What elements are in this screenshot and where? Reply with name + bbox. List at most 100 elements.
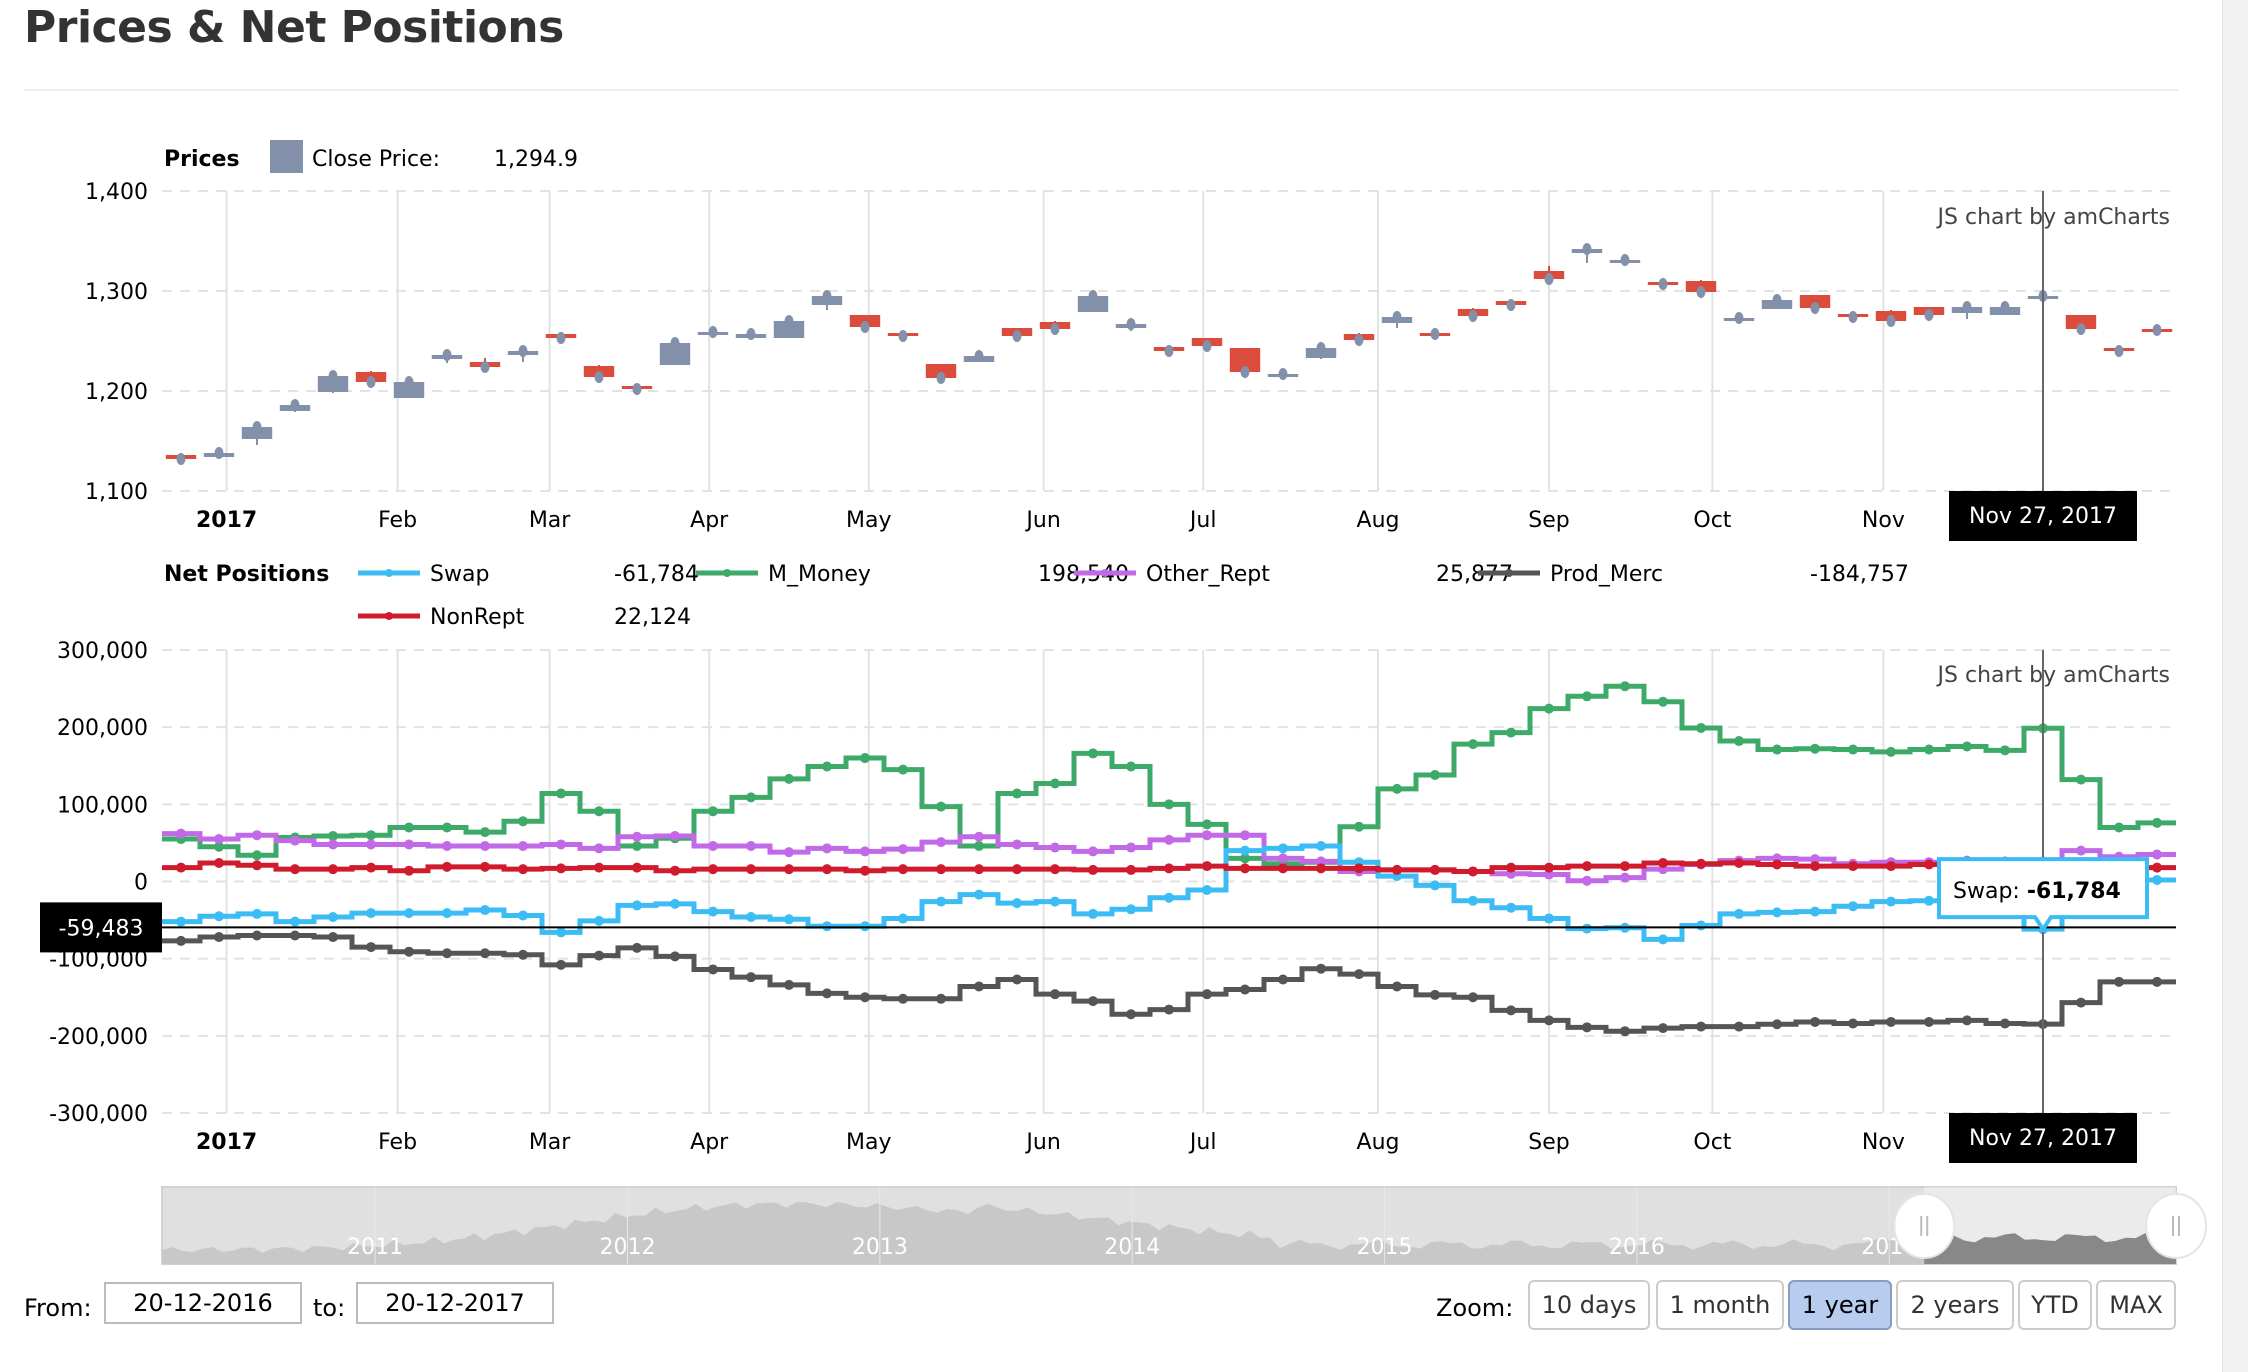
net-y-tick-label: 100,000 (57, 793, 148, 818)
price-candle (1077, 290, 1109, 312)
price-candle (1153, 345, 1185, 357)
price-candle (1913, 307, 1945, 321)
close-point (1012, 330, 1022, 342)
close-point (328, 370, 338, 382)
to-date-input[interactable] (356, 1282, 554, 1324)
series-point (252, 860, 262, 871)
series-point (290, 835, 300, 846)
zoom-1-year-button[interactable]: 1 year (1788, 1280, 1892, 1330)
price-candle (811, 290, 843, 310)
series-point (1012, 864, 1022, 875)
legend-item-other-rept[interactable]: Other_Rept 25,877 (1074, 562, 1513, 587)
legend-marker-dot (385, 569, 393, 577)
legend-item-m-money[interactable]: M_Money198,540 (696, 562, 1129, 587)
series-step-line (162, 843, 2176, 942)
series-point (784, 914, 794, 925)
net-x-tick-label: Feb (378, 1130, 417, 1155)
navigator-left-handle[interactable] (1893, 1193, 1956, 1259)
amcharts-credit-net[interactable]: JS chart by amCharts (1936, 663, 2170, 688)
series-point (366, 908, 376, 919)
net-y-tick-label: 200,000 (57, 716, 148, 741)
zoom-2-years-button[interactable]: 2 years (1896, 1280, 2014, 1330)
price-candle (469, 358, 501, 373)
net-x-tick-label: Mar (529, 1130, 571, 1155)
series-point (2114, 976, 2124, 987)
net-x-tick-label: Nov (1862, 1130, 1905, 1155)
to-label: to: (313, 1294, 346, 1322)
close-point (860, 321, 870, 333)
series-other-rept (162, 828, 2176, 886)
scrollbar-navigator[interactable]: 2011 2012 2013 2014 2015 2016 2017 (161, 1186, 2207, 1265)
price-candle (1571, 243, 1603, 263)
series-point (1468, 895, 1478, 906)
candle-body (317, 376, 349, 392)
price-candle (1001, 328, 1033, 342)
series-point (1126, 761, 1136, 772)
series-point (1962, 741, 1972, 752)
handle-grip-icon[interactable] (1893, 1193, 1956, 1259)
price-candle (507, 345, 539, 362)
zoom-10-days-button[interactable]: 10 days (1528, 1280, 1650, 1330)
price-candles (165, 243, 2173, 465)
price-candle (165, 453, 197, 465)
navigator-right-handle[interactable] (2145, 1193, 2207, 1259)
series-point (974, 981, 984, 992)
close-point (1962, 301, 1972, 313)
series-point (328, 911, 338, 922)
series-point (594, 862, 604, 873)
series-point (1126, 864, 1136, 875)
series-point (1620, 872, 1630, 883)
series-point (480, 948, 490, 959)
series-point (898, 864, 908, 875)
legend-item-swap[interactable]: Swap -61,784 (358, 562, 699, 587)
close-price-legend-swatch[interactable] (270, 140, 303, 173)
series-point (480, 827, 490, 838)
series-point (2076, 845, 2086, 856)
close-point (936, 372, 946, 384)
prices-panel[interactable]: Prices Close Price: 1,294.9 1,4001,3001,… (85, 140, 2176, 541)
price-y-tick-label: 1,300 (85, 280, 148, 305)
page-scrollbar[interactable] (2222, 0, 2248, 1372)
series-point (1810, 743, 1820, 754)
series-point (860, 992, 870, 1003)
zoom-1-month-button[interactable]: 1 month (1656, 1280, 1784, 1330)
net-positions-panel[interactable]: Net Positions Swap-61,784M_Money198,540O… (40, 562, 2176, 1163)
price-x-tick-label: Oct (1693, 508, 1731, 533)
net-cursor: -59,483 Nov 27, 2017 Swap: -61,784 (40, 650, 2176, 1163)
series-point (442, 822, 452, 833)
price-candle (393, 376, 425, 398)
series-point (1392, 864, 1402, 875)
series-point (2152, 976, 2162, 987)
series-point (1050, 842, 1060, 853)
close-point (1848, 311, 1858, 323)
series-point (1050, 864, 1060, 875)
charts-canvas[interactable]: Prices Close Price: 1,294.9 1,4001,3001,… (0, 0, 2220, 1280)
legend-item-prod-merc[interactable]: Prod_Merc -184,757 (1478, 562, 1909, 587)
close-point (1164, 345, 1174, 357)
price-candle (1837, 311, 1869, 323)
close-point (1810, 302, 1820, 314)
series-point (1316, 863, 1326, 874)
series-point (1088, 908, 1098, 919)
net-x-tick-label: 2017 (196, 1130, 257, 1155)
series-point (936, 993, 946, 1004)
series-point (1734, 857, 1744, 868)
zoom-ytd-button[interactable]: YTD (2018, 1280, 2092, 1330)
series-point (1354, 821, 1364, 832)
series-point (974, 841, 984, 852)
price-candle (621, 383, 653, 395)
price-candle (697, 326, 729, 338)
handle-grip-icon[interactable] (2145, 1193, 2207, 1259)
amcharts-credit[interactable]: JS chart by amCharts (1936, 205, 2170, 230)
series-point (632, 942, 642, 953)
legend-series-name: Other_Rept (1146, 562, 1270, 587)
series-point (1468, 739, 1478, 750)
close-point (1202, 340, 1212, 352)
net-positions-legend: Swap -61,784M_Money198,540Other_Rept25,87… (358, 562, 1909, 630)
series-point (1202, 830, 1212, 841)
legend-item-nonrept[interactable]: NonRept 22,124 (358, 605, 691, 630)
zoom-max-button[interactable]: MAX (2096, 1280, 2176, 1330)
from-date-input[interactable] (104, 1282, 302, 1324)
series-point (1734, 736, 1744, 747)
series-point (784, 864, 794, 875)
